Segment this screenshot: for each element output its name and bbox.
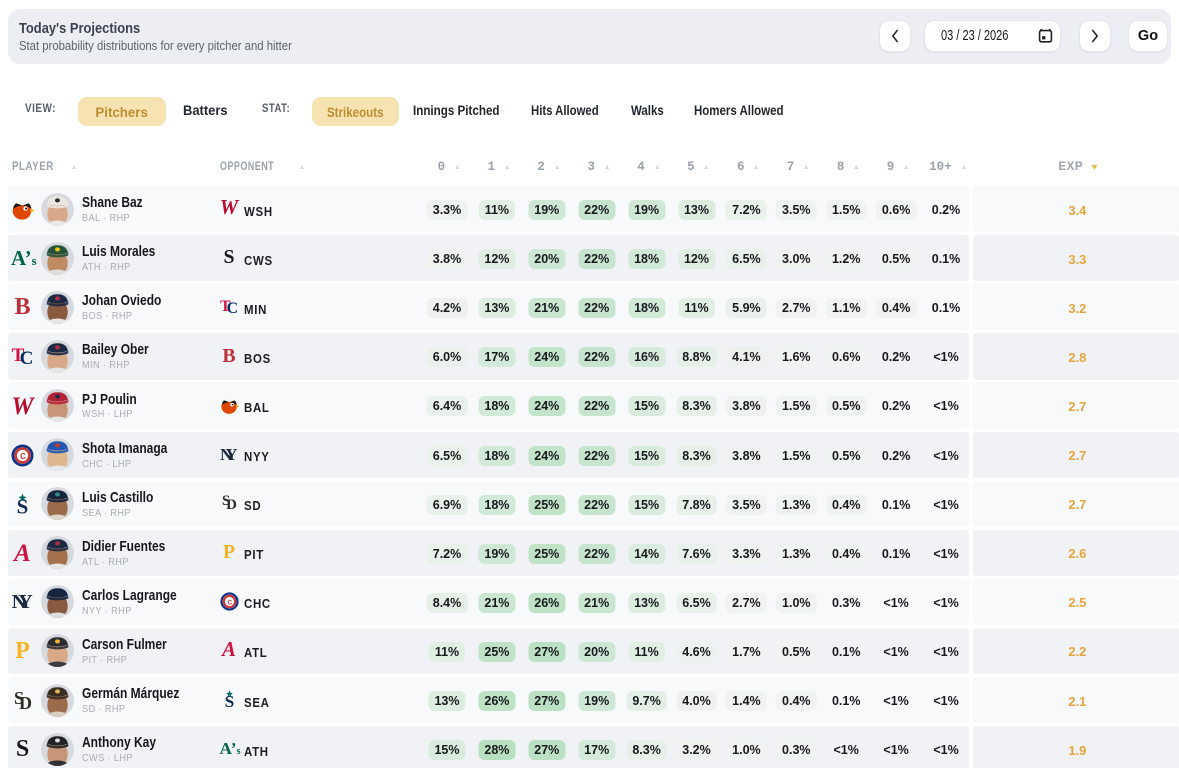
svg-text:C: C [20,452,26,461]
svg-text:S: S [224,692,234,709]
svg-text:S: S [17,494,29,516]
svg-text:C: C [227,600,232,607]
